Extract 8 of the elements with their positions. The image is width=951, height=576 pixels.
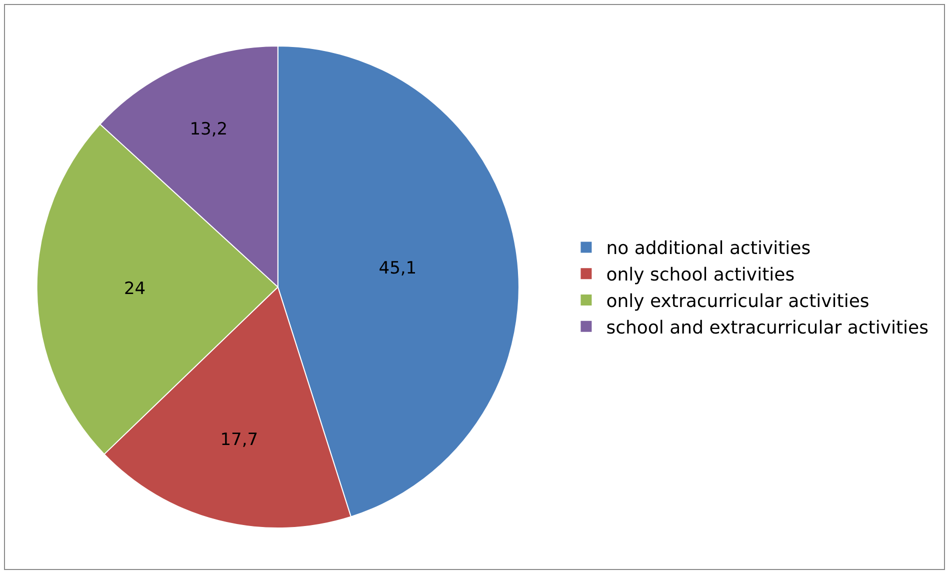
- legend-label: no additional activities: [606, 238, 811, 260]
- data-label: 17,7: [220, 430, 258, 450]
- data-label: 24: [124, 278, 146, 299]
- legend-label: school and extracurricular activities: [606, 317, 929, 338]
- legend-label: only school activities: [606, 264, 795, 286]
- legend-label: only extracurricular activities: [606, 291, 870, 312]
- data-label: 13,2: [190, 120, 228, 140]
- data-label: 45,1: [378, 258, 417, 278]
